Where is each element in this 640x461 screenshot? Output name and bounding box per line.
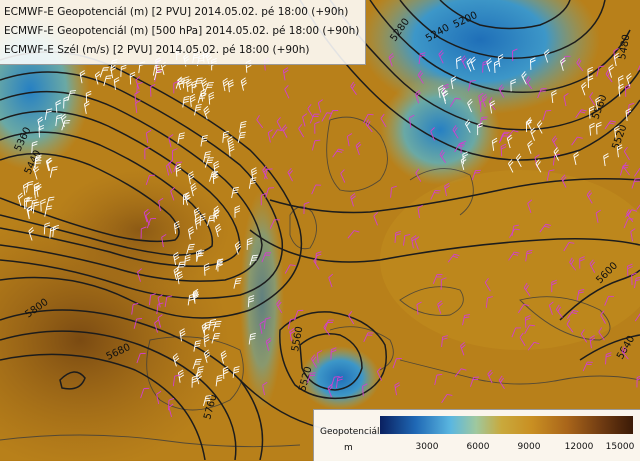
- map-legend: ECMWF-E Geopotenciál (m) [2 PVU] 2014.05…: [0, 0, 366, 65]
- colorbar-tick: 3000: [416, 442, 439, 452]
- colorbar-tick: 15000: [606, 442, 635, 452]
- colorbar-title: Geopotenciál: [320, 427, 379, 437]
- colorbar-gradient: [380, 416, 633, 434]
- colorbar-tick: 12000: [565, 442, 594, 452]
- legend-line-geopotential-500hpa: ECMWF-E Geopotenciál (m) [500 hPa] 2014.…: [4, 22, 359, 41]
- legend-line-geopotential-2pvu: ECMWF-E Geopotenciál (m) [2 PVU] 2014.05…: [4, 3, 359, 22]
- colorbar-tick: 6000: [467, 442, 490, 452]
- colorbar-tick: 9000: [518, 442, 541, 452]
- legend-line-wind-2pvu: ECMWF-E Szél (m/s) [2 PVU] 2014.05.02. p…: [4, 41, 359, 60]
- colorbar: Geopotenciál m 3000 6000 9000 12000 1500…: [313, 409, 640, 461]
- colorbar-unit: m: [344, 443, 353, 453]
- cold-region-south: [300, 346, 380, 410]
